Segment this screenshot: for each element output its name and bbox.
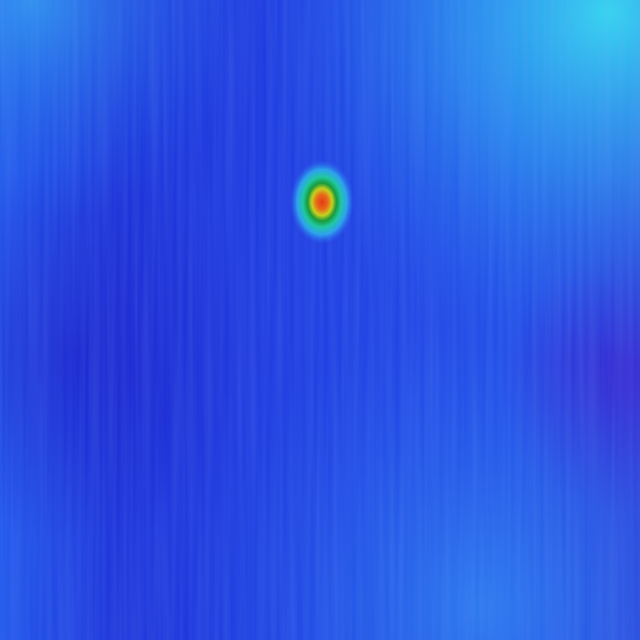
hot-spot — [290, 160, 354, 244]
